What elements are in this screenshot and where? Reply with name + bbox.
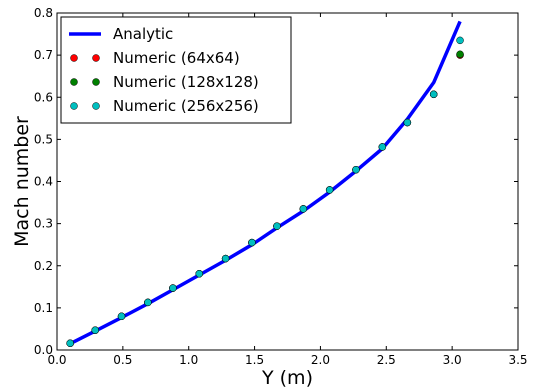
y-tick-label: 0.0	[34, 343, 53, 357]
ticks-layer: 0.0 0.5 1.0 1.5 2.0 2.5 3.0 3.5 0.0 0.1 0.2 0.3 0.4 0…	[34, 6, 528, 367]
data-point-series-3	[221, 254, 230, 263]
analytic-line	[69, 20, 462, 346]
legend-entry-label: Analytic	[113, 25, 173, 43]
legend-swatch-marker	[92, 54, 100, 62]
data-point-series-3	[299, 205, 308, 213]
legend-swatch-marker	[92, 102, 100, 110]
y-tick-label: 0.7	[34, 48, 53, 62]
legend-entry-label: Numeric (64x64)	[113, 49, 240, 67]
y-tick-label: 0.3	[34, 217, 53, 231]
data-point-series-3	[378, 143, 387, 151]
series-layer	[66, 20, 464, 348]
data-point-series-3	[169, 284, 177, 292]
data-point-series-3	[91, 326, 99, 334]
y-tick-label: 0.2	[34, 259, 53, 273]
x-tick-label: 2.5	[377, 353, 396, 367]
data-point-series-3	[248, 238, 256, 247]
legend-swatch-marker	[70, 102, 78, 110]
data-point-series-3	[352, 165, 360, 174]
legend-entry-label: Numeric (128x128)	[113, 73, 259, 91]
x-tick-label: 2.0	[311, 353, 330, 367]
y-tick-label: 0.8	[34, 6, 53, 20]
y-tick-label: 0.5	[34, 132, 53, 146]
x-axis-label: Y (m)	[261, 367, 313, 388]
x-tick-label: 0.5	[113, 353, 132, 367]
data-point-series-2	[456, 50, 464, 59]
data-point-series-3	[144, 298, 152, 307]
data-point-series-3	[117, 312, 126, 321]
x-tick-label: 1.0	[179, 353, 198, 367]
x-tick-label: 3.0	[443, 353, 462, 367]
x-tick-label: 0.0	[47, 353, 66, 367]
data-point-series-3	[456, 36, 464, 45]
x-tick-label: 1.5	[245, 353, 264, 367]
y-tick-label: 0.6	[34, 90, 53, 104]
y-tick-label: 0.4	[34, 175, 53, 189]
data-point-series-3	[195, 270, 204, 278]
y-tick-label: 0.1	[34, 301, 53, 315]
data-point-series-3	[273, 222, 281, 230]
data-point-series-3	[325, 186, 334, 194]
data-point-series-3	[429, 90, 438, 99]
x-tick-label: 3.5	[508, 353, 527, 367]
legend-entry-label: Numeric (256x256)	[113, 97, 259, 115]
data-point-series-3	[66, 339, 74, 348]
legend-swatch-marker	[70, 54, 78, 62]
y-axis-label: Mach number	[11, 116, 33, 247]
legend-swatch-marker	[70, 78, 78, 86]
legend-swatch-marker	[92, 78, 100, 86]
data-point-series-3	[403, 118, 412, 127]
legend: Analytic Numeric (64x64) Numeric (128x128)…	[60, 16, 292, 124]
